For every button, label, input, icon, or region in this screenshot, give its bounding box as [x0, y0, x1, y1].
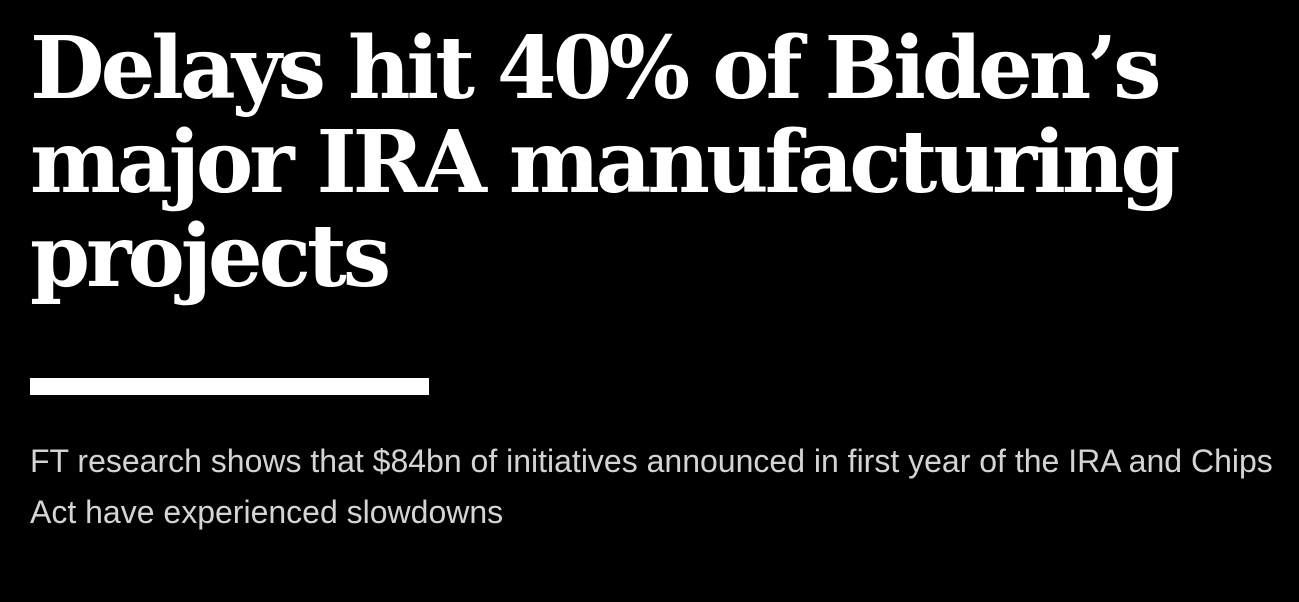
- headline: Delays hit 40% of Biden’s major IRA manu…: [30, 18, 1181, 307]
- divider: [30, 378, 429, 395]
- standfirst: FT research shows that $84bn of initiati…: [30, 443, 1273, 530]
